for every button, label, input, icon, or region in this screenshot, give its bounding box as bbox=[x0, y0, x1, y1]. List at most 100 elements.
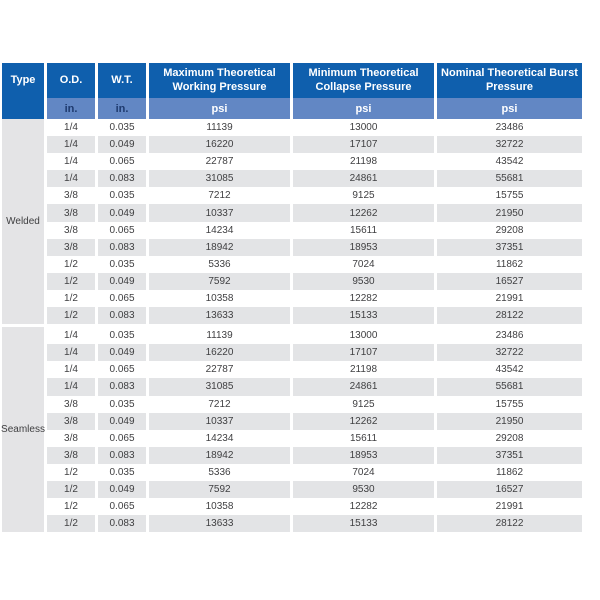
data-cell: 10358 bbox=[205, 292, 234, 304]
data-cell: 9125 bbox=[352, 398, 375, 410]
data-cell: 16220 bbox=[149, 136, 290, 154]
data-cell: 7024 bbox=[352, 258, 375, 270]
data-cell: 9125 bbox=[352, 190, 375, 202]
data-cell: 11139 bbox=[206, 122, 233, 134]
data-cell: 0.083 bbox=[98, 446, 146, 464]
data-cell: 13000 bbox=[349, 330, 378, 342]
data-cell: 0.065 bbox=[109, 432, 135, 444]
data-cell: 0.083 bbox=[98, 515, 146, 533]
data-cell: 32722 bbox=[437, 344, 582, 362]
data-cell: 1/2 bbox=[47, 272, 95, 290]
data-cell: 7212 bbox=[208, 190, 231, 202]
data-cell: 15755 bbox=[495, 190, 524, 202]
data-cell: 1/2 bbox=[64, 501, 78, 513]
data-cell: 7592 bbox=[149, 272, 290, 290]
data-cell: 15133 bbox=[293, 307, 434, 325]
data-cell: 16527 bbox=[437, 480, 582, 499]
data-cell: 1/4 bbox=[47, 170, 95, 188]
data-cell: 21198 bbox=[349, 156, 378, 168]
data-cell: 31085 bbox=[149, 378, 290, 396]
data-cell: 22787 bbox=[205, 156, 234, 168]
data-cell: 16220 bbox=[149, 344, 290, 362]
data-cell: 15755 bbox=[495, 398, 524, 410]
data-cell: 21198 bbox=[349, 364, 378, 376]
data-cell: 21991 bbox=[495, 292, 524, 304]
data-cell: 0.065 bbox=[109, 224, 135, 236]
column-header-min-collapse-pressure: Minimum Theoretical Collapse Pressure bbox=[293, 63, 434, 98]
pressure-table-wrap: Type O.D. W.T. Maximum Theoretical Worki… bbox=[1, 63, 582, 533]
data-cell: 21950 bbox=[437, 412, 582, 430]
data-cell: 5336 bbox=[208, 466, 231, 478]
type-cell-seamless: Seamless bbox=[1, 327, 45, 533]
unit-header-wt: in. bbox=[98, 98, 146, 119]
data-cell: 0.083 bbox=[98, 170, 146, 188]
data-cell: 24861 bbox=[293, 378, 434, 396]
column-header-max-working-pressure: Maximum Theoretical Working Pressure bbox=[149, 63, 290, 98]
data-cell: 0.049 bbox=[98, 412, 146, 430]
data-cell: 3/8 bbox=[64, 398, 78, 410]
data-cell: 28122 bbox=[437, 515, 582, 533]
data-cell: 0.065 bbox=[109, 501, 135, 513]
data-cell: 11139 bbox=[206, 330, 233, 342]
data-cell: 28122 bbox=[437, 307, 582, 325]
data-cell: 22787 bbox=[205, 364, 234, 376]
data-cell: 1/4 bbox=[64, 156, 78, 168]
data-cell: 1/4 bbox=[47, 344, 95, 362]
unit-header-max-working-pressure: psi bbox=[149, 98, 290, 119]
data-cell: 3/8 bbox=[47, 446, 95, 464]
data-cell: 0.035 bbox=[109, 466, 135, 478]
data-cell: 0.083 bbox=[98, 238, 146, 256]
unit-header-nominal-burst-pressure: psi bbox=[437, 98, 582, 119]
data-cell: 55681 bbox=[437, 378, 582, 396]
data-cell: 32722 bbox=[437, 136, 582, 154]
data-cell: 37351 bbox=[437, 446, 582, 464]
data-cell: 43542 bbox=[495, 156, 524, 168]
data-cell: 10337 bbox=[149, 204, 290, 222]
data-cell: 12262 bbox=[293, 412, 434, 430]
data-cell: 12282 bbox=[349, 292, 378, 304]
data-cell: 14234 bbox=[205, 432, 234, 444]
data-cell: 0.049 bbox=[98, 344, 146, 362]
data-cell: 1/4 bbox=[47, 378, 95, 396]
data-cell: 24861 bbox=[293, 170, 434, 188]
data-cell: 11862 bbox=[495, 466, 524, 478]
data-cell: 18942 bbox=[149, 238, 290, 256]
data-cell: 18953 bbox=[293, 238, 434, 256]
pressure-table: Type O.D. W.T. Maximum Theoretical Worki… bbox=[1, 63, 582, 533]
data-cell: 14234 bbox=[205, 224, 234, 236]
data-cell: 9530 bbox=[293, 480, 434, 499]
data-cell: 10358 bbox=[205, 501, 234, 513]
data-cell: 10337 bbox=[149, 412, 290, 430]
data-cell: 21991 bbox=[495, 501, 524, 513]
data-cell: 18942 bbox=[149, 446, 290, 464]
data-cell: 0.083 bbox=[98, 307, 146, 325]
data-cell: 0.035 bbox=[109, 190, 135, 202]
data-cell: 9530 bbox=[293, 272, 434, 290]
data-cell: 1/2 bbox=[64, 292, 78, 304]
data-cell: 0.035 bbox=[109, 398, 135, 410]
data-cell: 13000 bbox=[349, 122, 378, 134]
column-header-nominal-burst-pressure: Nominal Theoretical Burst Pressure bbox=[437, 63, 582, 98]
data-cell: 1/2 bbox=[64, 258, 78, 270]
data-cell: 0.035 bbox=[109, 330, 135, 342]
data-cell: 0.065 bbox=[109, 364, 135, 376]
data-cell: 11862 bbox=[495, 258, 524, 270]
data-cell: 3/8 bbox=[47, 204, 95, 222]
data-cell: 0.065 bbox=[109, 156, 135, 168]
data-cell: 5336 bbox=[208, 258, 231, 270]
data-cell: 1/4 bbox=[64, 122, 78, 134]
data-cell: 12262 bbox=[293, 204, 434, 222]
data-cell: 13633 bbox=[149, 307, 290, 325]
data-cell: 23486 bbox=[495, 330, 524, 342]
column-header-type: Type bbox=[2, 63, 44, 119]
data-cell: 0.035 bbox=[109, 122, 135, 134]
data-cell: 0.083 bbox=[98, 378, 146, 396]
data-cell: 1/4 bbox=[64, 330, 78, 342]
data-cell: 29208 bbox=[495, 432, 524, 444]
data-cell: 1/4 bbox=[64, 364, 78, 376]
data-cell: 55681 bbox=[437, 170, 582, 188]
data-cell: 0.035 bbox=[109, 258, 135, 270]
data-cell: 43542 bbox=[495, 364, 524, 376]
data-cell: 15611 bbox=[349, 432, 378, 444]
data-cell: 13633 bbox=[149, 515, 290, 533]
